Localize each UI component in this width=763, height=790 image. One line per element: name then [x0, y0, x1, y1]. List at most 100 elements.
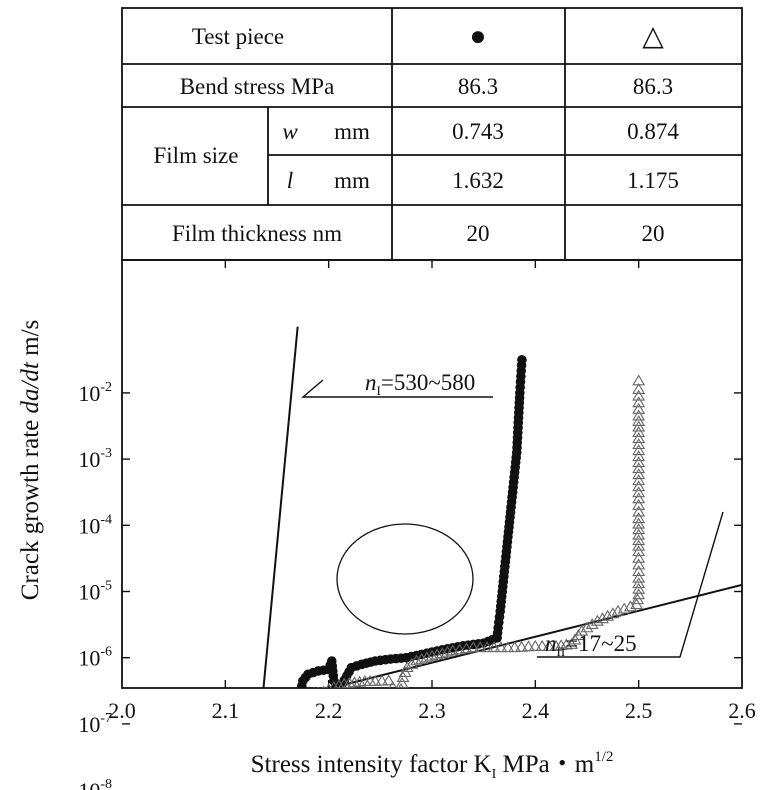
data-point-open-triangle	[632, 577, 646, 589]
film-w-unit: mm	[334, 119, 370, 144]
data-point-open-triangle	[632, 462, 646, 474]
table-header-label: Test piece	[192, 24, 284, 49]
x-tick-label: 2.4	[522, 698, 550, 723]
data-point-open-triangle	[278, 738, 289, 747]
y-tick-label: 10-8	[78, 777, 112, 790]
data-point-filled-circle	[251, 709, 261, 719]
y-axis: 10-8 10-7 10-6 10-5 10-4 10-3 10-2	[78, 380, 742, 790]
data-point-open-triangle	[446, 644, 460, 656]
x-tick-label: 2.2	[315, 698, 343, 723]
data-point-open-triangle	[329, 680, 339, 688]
data-point-filled-circle	[517, 355, 527, 365]
data-point-open-triangle	[501, 641, 515, 653]
data-point-open-triangle	[632, 492, 646, 504]
data-point-open-triangle	[515, 640, 529, 652]
data-point-open-triangle	[410, 654, 423, 666]
film-w-symbol: w	[282, 119, 298, 144]
data-point-open-triangle	[528, 639, 542, 651]
film-l-unit: mm	[334, 168, 370, 193]
data-point-open-triangle	[277, 778, 288, 787]
data-point-open-triangle	[632, 588, 646, 600]
data-point-open-triangle	[596, 612, 609, 624]
data-point-open-triangle	[632, 551, 646, 563]
x-tick-label: 2.0	[108, 698, 136, 723]
data-point-open-triangle	[480, 641, 494, 653]
data-point-open-triangle	[415, 652, 429, 664]
data-point-open-triangle	[632, 534, 646, 546]
filled-circle-symbol: ●	[470, 21, 487, 52]
bend-stress-value-b: 86.3	[633, 74, 673, 99]
data-point-filled-circle	[255, 694, 265, 704]
data-point-open-triangle	[632, 545, 646, 557]
data-point-open-triangle	[303, 690, 314, 699]
data-point-open-triangle	[632, 389, 646, 401]
data-point-open-triangle	[281, 718, 292, 727]
data-point-open-triangle	[632, 383, 646, 394]
x-axis: 2.0 2.1 2.2 2.3 2.4 2.5 2.6	[108, 260, 756, 723]
film-w-value-b: 0.874	[627, 119, 679, 144]
y-tick-label: 10-4	[78, 512, 112, 538]
data-point-open-triangle	[632, 498, 646, 510]
data-point-open-triangle	[348, 676, 361, 688]
data-point-open-triangle	[382, 674, 396, 686]
data-point-open-triangle	[400, 661, 414, 673]
film-w-value-a: 0.743	[452, 119, 504, 144]
film-thickness-value-b: 20	[642, 221, 665, 246]
data-point-open-triangle	[632, 565, 646, 577]
data-point-filled-circle	[248, 729, 258, 739]
y-tick-label: 10-3	[78, 446, 112, 472]
y-tick-label: 10-7	[78, 711, 112, 737]
y-tick-label: 10-5	[78, 579, 112, 605]
data-series	[248, 355, 646, 787]
film-l-value-b: 1.175	[627, 168, 679, 193]
data-point-open-triangle	[487, 641, 501, 653]
data-point-open-triangle	[405, 657, 419, 669]
data-point-open-triangle	[297, 692, 308, 701]
data-point-open-triangle	[632, 438, 646, 450]
data-point-open-triangle	[585, 618, 599, 630]
data-point-open-triangle	[342, 676, 356, 688]
film-thickness-value-a: 20	[467, 221, 490, 246]
data-point-open-triangle	[420, 651, 434, 663]
data-point-open-triangle	[282, 712, 293, 721]
data-point-open-triangle	[632, 523, 646, 535]
data-point-filled-circle	[288, 689, 298, 699]
open-triangle-symbol: △	[642, 21, 664, 52]
film-l-value-a: 1.632	[452, 168, 504, 193]
data-point-open-triangle	[388, 680, 397, 688]
data-point-open-triangle	[317, 686, 320, 688]
data-point-open-triangle	[632, 528, 646, 540]
fit-lines	[262, 326, 742, 688]
n1-annotation: nI=530~580	[365, 370, 475, 398]
data-point-open-triangle	[521, 640, 535, 652]
data-point-filled-circle	[249, 719, 259, 729]
data-point-open-triangle	[632, 558, 646, 570]
data-point-open-triangle	[312, 687, 314, 688]
data-point-open-triangle	[632, 420, 646, 432]
data-point-filled-circle	[263, 692, 273, 702]
x-tick-label: 2.3	[418, 698, 446, 723]
y-axis-label: Crack growth rate da/dt m/s	[17, 320, 44, 601]
y-tick-label: 10-6	[78, 645, 112, 671]
data-point-open-triangle	[279, 732, 290, 741]
data-point-open-triangle	[632, 415, 646, 426]
data-point-open-triangle	[632, 468, 646, 480]
n1-leader-line	[301, 379, 493, 398]
data-point-open-triangle	[285, 702, 296, 711]
fit-line	[262, 326, 299, 688]
data-point-open-triangle	[632, 450, 646, 462]
data-point-open-triangle	[632, 582, 646, 594]
data-point-open-triangle	[632, 486, 646, 498]
data-point-open-triangle	[632, 432, 646, 444]
data-point-open-triangle	[435, 647, 449, 659]
data-point-open-triangle	[508, 641, 522, 653]
data-point-open-triangle	[430, 648, 444, 660]
data-point-filled-circle	[277, 690, 287, 700]
data-point-open-triangle	[632, 374, 646, 386]
data-point-open-triangle	[333, 679, 345, 688]
data-point-open-triangle	[632, 505, 646, 517]
data-point-open-triangle	[632, 512, 646, 524]
fit-line	[326, 583, 742, 688]
data-point-open-triangle	[549, 639, 563, 651]
data-point-open-triangle	[632, 396, 646, 408]
